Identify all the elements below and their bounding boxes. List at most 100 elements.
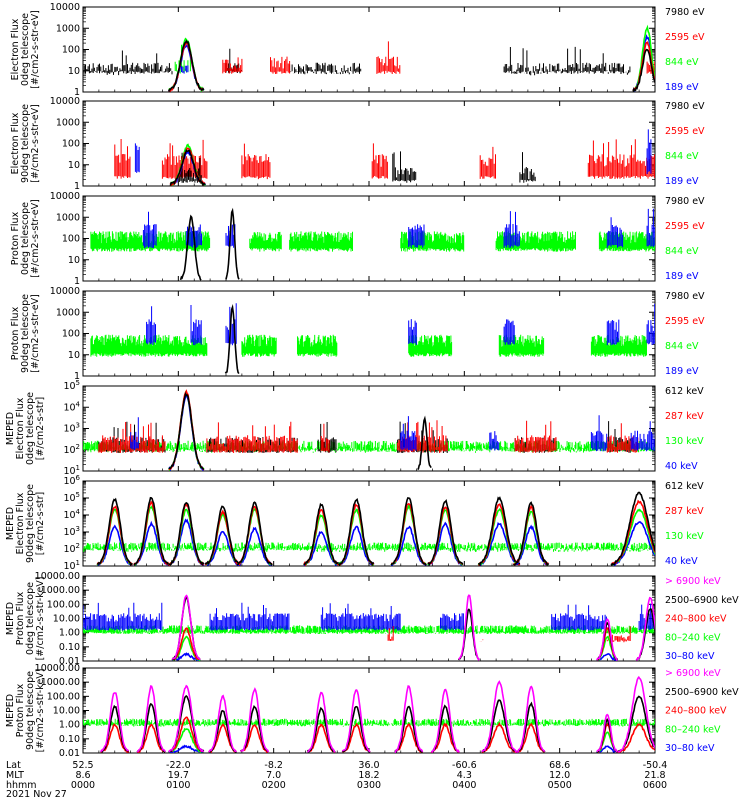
panel-data xyxy=(83,594,655,661)
data-series xyxy=(177,152,202,183)
x-tick-label: 0500 xyxy=(548,780,572,791)
data-peak xyxy=(96,497,133,566)
x-row-label: hhmm xyxy=(6,780,37,791)
y-tick-label: 1 xyxy=(74,371,80,382)
data-series xyxy=(479,639,484,642)
y-tick-label: 103 xyxy=(63,422,80,435)
y-tick-label: 10000 xyxy=(50,96,80,107)
y-tick-label: 0.01 xyxy=(59,748,80,759)
y-tick-label: 10 xyxy=(68,255,80,266)
data-series xyxy=(209,602,290,631)
y-tick-label: 1000.00 xyxy=(41,585,80,596)
legend-entry: 80–240 keV xyxy=(665,724,721,735)
data-series xyxy=(225,48,242,74)
y-tick-label: 10 xyxy=(68,350,80,361)
data-peak xyxy=(517,685,546,753)
data-peak xyxy=(168,389,205,471)
x-tick-label: 0100 xyxy=(166,780,190,791)
legend-entry: 240–800 keV xyxy=(665,614,727,625)
panel-frame xyxy=(82,290,656,377)
data-series xyxy=(408,334,453,357)
panel-data xyxy=(83,675,655,753)
data-series xyxy=(646,129,652,174)
x-tick-label: 19.7 xyxy=(168,770,189,781)
panel-ylabel: 90deg telescope xyxy=(25,484,36,563)
x-tick-label: -8.2 xyxy=(264,760,283,771)
panel-frame xyxy=(82,6,656,93)
data-series xyxy=(392,151,417,183)
data-peak xyxy=(208,694,237,753)
legend-entry: 612 keV xyxy=(665,481,704,492)
panel-ylabel: [#/cm2-s-str] xyxy=(35,492,46,555)
data-series xyxy=(320,603,401,631)
data-peak xyxy=(168,390,205,471)
data-peak xyxy=(179,214,202,281)
data-series xyxy=(514,420,557,453)
data-peak xyxy=(100,692,130,753)
y-tick-label: 1000 xyxy=(56,117,80,128)
data-peak xyxy=(168,395,205,471)
data-peak xyxy=(168,716,204,753)
data-series xyxy=(206,421,298,453)
data-series xyxy=(114,139,131,179)
y-tick-label: 1000 xyxy=(56,23,80,34)
legend-entry: 844 eV xyxy=(665,341,699,352)
data-peak xyxy=(303,502,340,566)
panel-ylabel: [#/cm2-s-str-eV] xyxy=(30,199,41,278)
panel-ylabel: 0deg telescope xyxy=(20,202,31,275)
data-peak xyxy=(430,688,460,753)
y-tick-label: 0.10 xyxy=(59,734,80,745)
legend-entry: 2595 eV xyxy=(665,32,705,43)
panel-p5: 101 102 103 104 105 MEPED Electron Flux 0deg te… xyxy=(5,379,704,477)
data-series xyxy=(503,211,520,248)
legend-entry: 287 keV xyxy=(665,411,704,422)
panel-ylabel: MEPED xyxy=(5,602,16,635)
x-tick-label: 18.2 xyxy=(358,770,379,781)
panel-ylabel: Electron Flux xyxy=(10,112,21,174)
y-tick-label: 100.00 xyxy=(47,691,80,702)
y-tick-label: 1 xyxy=(74,276,80,287)
data-peak xyxy=(168,684,205,753)
data-series xyxy=(297,334,338,357)
y-tick-label: 10 xyxy=(68,66,80,77)
y-tick-label: 102 xyxy=(63,443,80,456)
panel-ylabel: [#/cm2-s-str] xyxy=(35,397,46,460)
panel-p2: 1 10 100 1000 10000 Electron Flux 90deg telesc… xyxy=(10,96,705,192)
panel-p7: 0.01 0.10 1.00 10.00 100.00 1000.00 10000.00 ME… xyxy=(5,571,739,667)
y-tick-label: 1.00 xyxy=(59,720,80,731)
data-peak xyxy=(338,503,375,566)
y-tick-label: 100 xyxy=(62,329,80,340)
y-tick-label: 1.00 xyxy=(59,628,80,639)
data-peak xyxy=(427,499,464,566)
data-peak xyxy=(169,149,206,186)
data-peak xyxy=(338,498,374,566)
data-peak xyxy=(204,530,241,566)
x-tick-label: 7.0 xyxy=(266,770,281,781)
data-peak xyxy=(168,508,205,566)
data-peak xyxy=(611,491,655,566)
data-peak xyxy=(341,689,371,753)
data-peak xyxy=(513,501,550,566)
data-peak xyxy=(390,503,427,565)
y-tick-label: 104 xyxy=(63,400,80,413)
panel-ylabel: Proton Flux xyxy=(15,683,26,737)
date-label: 2021 Nov 27 xyxy=(6,789,67,800)
panel-p8: 0.01 0.10 1.00 10.00 100.00 1000.00 10000.00 ME… xyxy=(5,663,739,759)
legend-entry: > 6900 keV xyxy=(665,576,721,587)
data-series xyxy=(590,334,647,357)
data-peak xyxy=(394,685,424,753)
y-tick-label: 101 xyxy=(63,464,80,477)
panel-ylabel: Electron Flux xyxy=(10,18,21,80)
x-tick-label: 0300 xyxy=(357,780,381,791)
y-tick-label: 1000.00 xyxy=(41,677,80,688)
data-series xyxy=(241,143,271,180)
data-peak xyxy=(136,685,166,753)
data-series xyxy=(397,420,448,453)
panel-ylabel: [#/cm2-s-str-eV] xyxy=(30,104,41,183)
data-series xyxy=(142,211,157,249)
panel-ylabel: 0deg telescope xyxy=(25,392,36,465)
data-series xyxy=(289,62,362,75)
data-series xyxy=(83,440,655,453)
legend-entry: 7980 eV xyxy=(665,291,705,302)
